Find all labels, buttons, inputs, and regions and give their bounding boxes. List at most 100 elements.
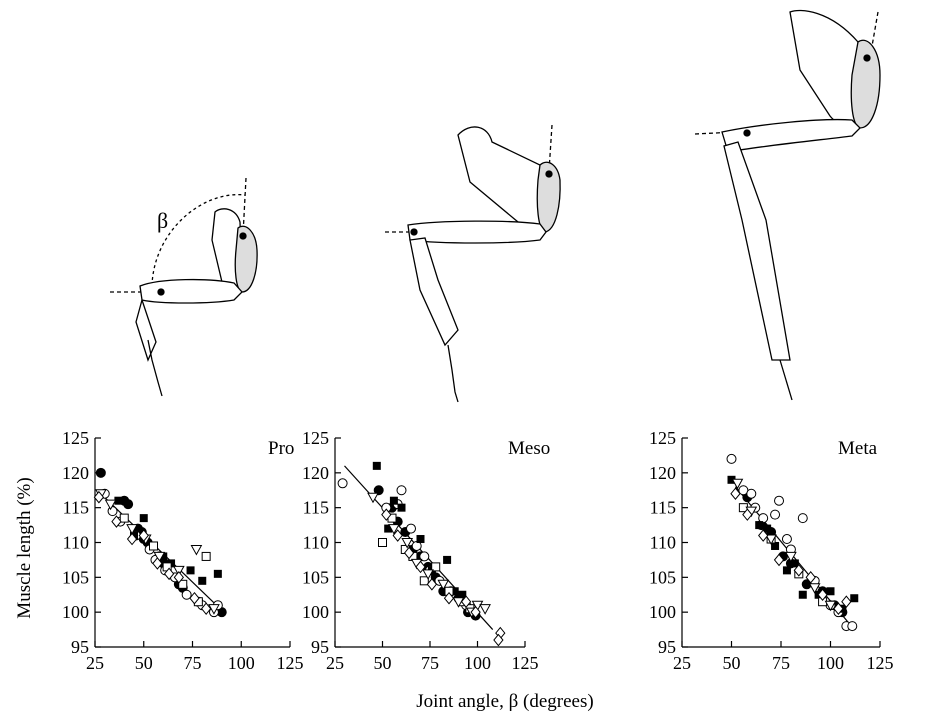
meso-tibia: [409, 237, 459, 347]
pro-point-open-triangle-down: [173, 565, 185, 577]
pro-angle-arc: [151, 194, 246, 293]
pro-muscle: [234, 225, 258, 293]
pro-tibia: [135, 297, 157, 362]
panel-title-meta: Meta: [838, 438, 878, 459]
pro-point-open-diamond: [201, 602, 212, 615]
panel-meta: Meta 95 100 105 110 115 120 125 25 50 75 100 125: [649, 428, 894, 673]
meso-x-tick-label: 125: [512, 653, 539, 673]
meso-point-open-diamond: [403, 546, 415, 560]
meta-x-tick-label: 25: [673, 653, 691, 673]
pro-joint-dot-coxa: [239, 232, 247, 240]
pro-point-open-diamond: [173, 571, 184, 584]
meso-point-filled-square: [450, 587, 459, 596]
meta-point-open-diamond: [793, 564, 804, 577]
panel-title-meso: Meso: [508, 438, 550, 459]
pro-point-open-triangle-down: [153, 551, 166, 563]
meso-point-open-square: [419, 576, 429, 586]
meta-y-tick-label: 95: [658, 637, 676, 657]
pro-beta-label: β: [157, 208, 168, 233]
meta-y-tick-label: 125: [649, 428, 676, 448]
pro-point-open-diamond: [138, 529, 149, 542]
pro-point-open-triangle-down: [190, 544, 203, 556]
meso-point-open-diamond: [443, 591, 455, 605]
meso-x-tick-label: 100: [464, 653, 491, 673]
meso-x-tick-label: 25: [326, 653, 344, 673]
meta-tarsus: [779, 359, 793, 401]
meta-point-open-diamond: [758, 529, 769, 542]
meta-point-open-circle: [770, 509, 781, 520]
meso-femur: [407, 220, 547, 244]
meta-femur: [721, 118, 861, 153]
x-axis-title: Joint angle, β (degrees): [416, 691, 593, 712]
pro-x-tick-label: 50: [135, 653, 153, 673]
meta-joint-dot-femur: [743, 129, 751, 137]
meta-point-filled-square: [782, 566, 791, 575]
pro-y-tick-label: 115: [63, 498, 89, 518]
meso-point-open-triangle-down: [471, 600, 484, 612]
meso-coxa: [457, 126, 549, 230]
meso-x-tick-label: 75: [421, 653, 439, 673]
pro-joint-dot-femur: [157, 288, 165, 296]
meta-coxa: [789, 9, 863, 126]
pro-point-open-triangle-down: [104, 499, 117, 511]
pro-point-open-diamond: [189, 591, 200, 605]
pro-point-filled-circle: [123, 499, 134, 510]
pro-y-tick-label: 95: [71, 637, 89, 657]
pro-point-open-square: [149, 541, 158, 551]
meso-y-tick-label: 125: [302, 428, 329, 448]
meso-point-open-triangle-down: [479, 604, 491, 615]
pro-point-open-square: [201, 551, 211, 561]
meta-point-open-diamond: [742, 508, 753, 521]
meta-leg-drawing: [694, 9, 881, 401]
meso-tarsus: [447, 344, 459, 403]
meso-point-open-diamond: [493, 633, 504, 647]
meso-point-open-circle: [337, 478, 348, 489]
pro-point-filled-square: [114, 496, 123, 505]
pro-x-tick-label: 100: [228, 653, 255, 673]
meta-point-open-circle: [847, 621, 858, 632]
meso-muscle: [536, 161, 561, 233]
meso-point-open-triangle-down: [367, 492, 379, 504]
meta-point-open-diamond: [805, 571, 816, 584]
pro-point-filled-circle: [95, 467, 106, 478]
pro-point-filled-square: [198, 576, 207, 585]
meta-point-filled-square: [727, 475, 736, 484]
pro-point-open-diamond: [163, 567, 175, 581]
panel-title-pro: Pro: [268, 438, 294, 459]
leg-illustrations: β: [110, 9, 881, 403]
meta-y-tick-label: 110: [650, 533, 676, 553]
meta-point-open-circle: [726, 453, 737, 464]
pro-point-open-square: [178, 579, 188, 589]
meso-point-open-square: [378, 538, 387, 547]
meso-y-tick-label: 120: [302, 463, 329, 483]
pro-point-open-triangle-down: [126, 524, 138, 535]
meta-point-filled-square: [798, 590, 807, 599]
meta-x-tick-label: 75: [772, 653, 790, 673]
meta-point-open-diamond: [841, 595, 852, 609]
meso-point-filled-circle: [373, 485, 384, 496]
meta-x-tick-label: 125: [867, 653, 894, 673]
pro-point-filled-square: [159, 552, 168, 561]
meso-joint-dot-femur: [410, 228, 418, 236]
meta-tibia: [723, 141, 791, 361]
pro-point-filled-square: [186, 566, 195, 575]
meso-coxa-axis: [544, 124, 553, 233]
meso-leg-drawing: [385, 124, 561, 403]
meta-point-open-triangle-down: [785, 551, 797, 563]
meso-point-open-triangle-down: [388, 524, 400, 535]
meso-point-open-triangle-down: [437, 579, 450, 591]
meta-point-open-diamond: [833, 602, 844, 615]
pro-point-open-triangle-down: [208, 604, 220, 615]
meta-point-filled-square: [790, 559, 799, 568]
meta-point-open-circle: [746, 488, 757, 499]
meso-point-open-triangle-down: [401, 538, 414, 549]
meso-joint-dot-coxa: [545, 170, 553, 178]
meta-point-open-circle: [774, 495, 785, 506]
meso-y-tick-label: 105: [302, 567, 329, 587]
meso-point-filled-square: [384, 524, 393, 533]
pro-point-open-square: [119, 513, 129, 523]
meso-point-filled-square: [389, 496, 398, 505]
pro-point-open-diamond: [126, 532, 138, 546]
meso-point-filled-square: [372, 461, 381, 470]
meso-point-open-diamond: [415, 560, 426, 574]
